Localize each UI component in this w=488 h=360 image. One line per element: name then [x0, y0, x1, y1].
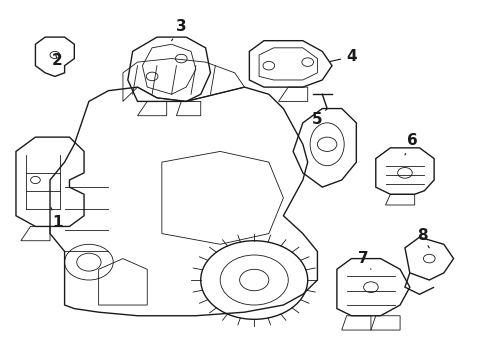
- Text: 8: 8: [416, 228, 428, 248]
- Text: 5: 5: [311, 109, 326, 127]
- Text: 2: 2: [52, 53, 62, 68]
- Text: 4: 4: [329, 49, 356, 64]
- Text: 6: 6: [404, 133, 417, 155]
- Text: 7: 7: [358, 251, 370, 269]
- Text: 1: 1: [51, 208, 62, 230]
- Text: 3: 3: [171, 19, 186, 41]
